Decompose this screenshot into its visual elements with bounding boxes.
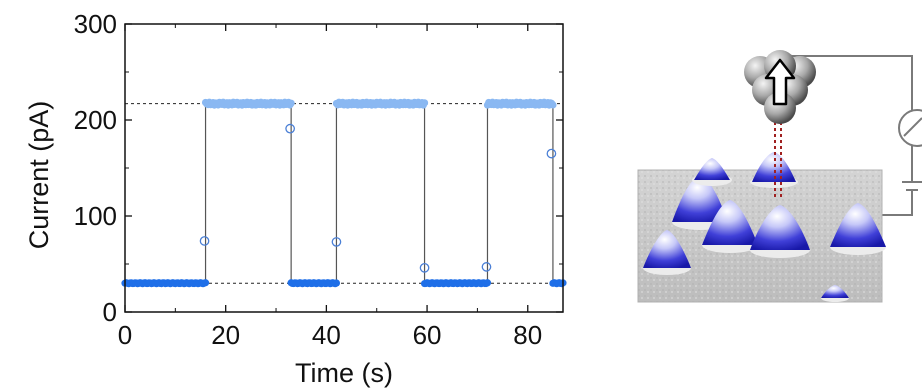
y-tick-label: 300	[74, 9, 117, 39]
current-vs-time-chart: 0 20 40 60 80 0 100 200 300 Time (s) Current (pA…	[24, 9, 567, 388]
x-tick-label: 0	[118, 320, 132, 350]
transition-point	[481, 262, 492, 272]
plot-area: 0 20 40 60 80 0 100 200 300	[74, 9, 567, 350]
transition-point	[199, 236, 210, 246]
molecule	[643, 230, 691, 275]
x-tick-label: 60	[413, 320, 442, 350]
stm-tip-over-surface-icon	[637, 50, 922, 303]
surface-molecules	[643, 152, 886, 302]
x-tick-label: 40	[312, 320, 341, 350]
molecule	[702, 200, 758, 253]
molecule	[830, 203, 886, 255]
y-tick-label: 200	[74, 105, 117, 135]
data-point	[287, 99, 295, 107]
up-arrow-icon	[764, 58, 796, 106]
transition-point	[546, 148, 557, 159]
y-tick-label: 0	[103, 297, 117, 327]
molecule	[750, 205, 810, 258]
molecule	[692, 158, 732, 186]
molecule	[821, 285, 849, 302]
y-axis-title: Current (pA)	[24, 101, 54, 250]
data-point	[420, 99, 429, 107]
data-point	[201, 279, 210, 287]
transition-point	[331, 237, 342, 247]
transition-point	[285, 123, 295, 134]
x-tick-label: 20	[211, 320, 240, 350]
tunneling-current-icon	[774, 122, 782, 200]
y-tick-label: 100	[74, 201, 117, 231]
data-point	[332, 279, 341, 287]
data-point	[483, 279, 492, 287]
plot-frame	[124, 23, 564, 313]
x-tick-label: 80	[513, 320, 542, 350]
current-trace-line	[125, 103, 563, 284]
data-point	[549, 101, 557, 109]
ammeter-icon	[898, 109, 922, 147]
x-axis-title: Time (s)	[295, 358, 393, 388]
transition-point	[419, 262, 430, 273]
